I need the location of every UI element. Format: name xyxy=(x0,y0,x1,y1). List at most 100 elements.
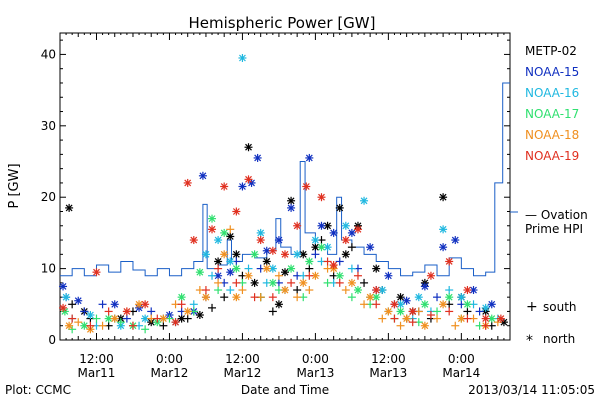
metp-02-south-point xyxy=(347,243,356,252)
metp-02-north-point xyxy=(396,293,405,302)
noaa-18-north-point xyxy=(110,314,119,323)
noaa-16-north-point xyxy=(238,53,247,62)
metp-02-north-point xyxy=(226,232,235,241)
noaa-17-north-point xyxy=(232,264,241,273)
noaa-19-north-point xyxy=(92,268,101,277)
x-axis-label: Date and Time xyxy=(241,383,329,397)
noaa-17-north-point xyxy=(208,214,217,223)
noaa-17-north-point xyxy=(305,257,314,266)
x-tick-label-date: Mar12 xyxy=(150,366,188,380)
x-tick-label-time: 12:00 xyxy=(79,352,114,366)
noaa-16-north-point xyxy=(481,303,490,312)
noaa-17-south-point xyxy=(323,278,332,287)
noaa-17-north-point xyxy=(353,286,362,295)
metp-02-south-point xyxy=(220,293,229,302)
noaa-18-south-point xyxy=(274,271,283,280)
noaa-19-south-point xyxy=(353,271,362,280)
metp-02-north-point xyxy=(372,264,381,273)
noaa-19-south-point xyxy=(86,321,95,330)
footer-left: Plot: CCMC xyxy=(5,383,71,397)
noaa-19-south-point xyxy=(128,321,137,330)
noaa-18-south-point xyxy=(226,225,235,234)
noaa-18-north-point xyxy=(384,307,393,316)
noaa-15-north-point xyxy=(226,268,235,277)
noaa-16-north-point xyxy=(457,293,466,302)
legend-item-noaa-16: NOAA-16 xyxy=(525,86,579,100)
noaa-19-north-point xyxy=(372,286,381,295)
noaa-19-south-point xyxy=(268,293,277,302)
noaa-18-south-point xyxy=(378,314,387,323)
noaa-17-north-point xyxy=(420,300,429,309)
noaa-19-south-point xyxy=(104,307,113,316)
noaa-18-south-point xyxy=(238,286,247,295)
y-tick-label: 20 xyxy=(41,190,56,204)
noaa-19-north-point xyxy=(220,182,229,191)
noaa-18-south-point xyxy=(305,286,314,295)
noaa-19-north-point xyxy=(141,300,150,309)
metp-02-north-point xyxy=(195,311,204,320)
noaa-19-north-point xyxy=(341,236,350,245)
noaa-19-south-point xyxy=(335,278,344,287)
north-marker-symbol: * xyxy=(526,333,533,349)
noaa-15-north-point xyxy=(253,153,262,162)
noaa-19-north-point xyxy=(496,314,505,323)
chart-title: Hemispheric Power [GW] xyxy=(189,14,376,32)
metp-02-south-point xyxy=(208,303,217,312)
noaa-19-north-point xyxy=(268,246,277,255)
noaa-19-south-point xyxy=(68,314,77,323)
ovation-label-line1: — Ovation xyxy=(525,208,588,222)
metp-02-north-point xyxy=(287,196,296,205)
x-tick-label-time: 0:00 xyxy=(302,352,329,366)
noaa-19-south-point xyxy=(323,257,332,266)
noaa-19-south-point xyxy=(177,300,186,309)
x-tick-label-time: 12:00 xyxy=(371,352,406,366)
noaa-17-north-point xyxy=(177,293,186,302)
x-axis: 12:00Mar110:00Mar1212:00Mar120:00Mar1312… xyxy=(59,33,511,380)
noaa-16-south-point xyxy=(445,286,454,295)
metp-02-north-point xyxy=(341,250,350,259)
noaa-19-north-point xyxy=(390,300,399,309)
noaa-18-north-point xyxy=(220,250,229,259)
noaa-16-north-point xyxy=(293,250,302,259)
noaa-19-north-point xyxy=(463,286,472,295)
metp-02-north-point xyxy=(177,314,186,323)
noaa-17-south-point xyxy=(92,314,101,323)
noaa-16-south-point xyxy=(226,286,235,295)
noaa-19-north-point xyxy=(244,175,253,184)
noaa-15-south-point xyxy=(98,300,107,309)
noaa-19-south-point xyxy=(214,264,223,273)
metp-02-north-point xyxy=(244,143,253,152)
noaa-19-north-point xyxy=(317,193,326,202)
noaa-17-north-point xyxy=(445,293,454,302)
noaa-15-north-point xyxy=(347,228,356,237)
noaa-18-north-point xyxy=(366,293,375,302)
noaa-19-south-point xyxy=(445,307,454,316)
noaa-16-north-point xyxy=(341,221,350,230)
data-points xyxy=(59,53,508,334)
noaa-15-north-point xyxy=(317,221,326,230)
noaa-16-north-point xyxy=(311,236,320,245)
noaa-15-south-point xyxy=(335,257,344,266)
noaa-15-south-point xyxy=(475,307,484,316)
noaa-16-north-point xyxy=(414,293,423,302)
legend-item-noaa-15: NOAA-15 xyxy=(525,65,579,79)
metp-02-north-point xyxy=(65,203,74,212)
metp-02-south-point xyxy=(68,300,77,309)
x-tick-label-date: Mar13 xyxy=(296,366,334,380)
metp-02-north-point xyxy=(335,203,344,212)
noaa-18-south-point xyxy=(293,293,302,302)
noaa-19-south-point xyxy=(201,286,210,295)
noaa-19-south-point xyxy=(408,318,417,327)
noaa-15-south-point xyxy=(122,314,131,323)
noaa-16-north-point xyxy=(226,257,235,266)
metp-02-south-point xyxy=(159,321,168,330)
metp-02-north-point xyxy=(439,193,448,202)
noaa-15-north-point xyxy=(451,236,460,245)
ovation-prime-hpi-line xyxy=(60,82,518,277)
x-tick-label-time: 0:00 xyxy=(448,352,475,366)
noaa-15-north-point xyxy=(329,228,338,237)
metp-02-north-point xyxy=(299,250,308,259)
noaa-18-north-point xyxy=(439,300,448,309)
noaa-19-north-point xyxy=(183,178,192,187)
noaa-17-north-point xyxy=(396,307,405,316)
